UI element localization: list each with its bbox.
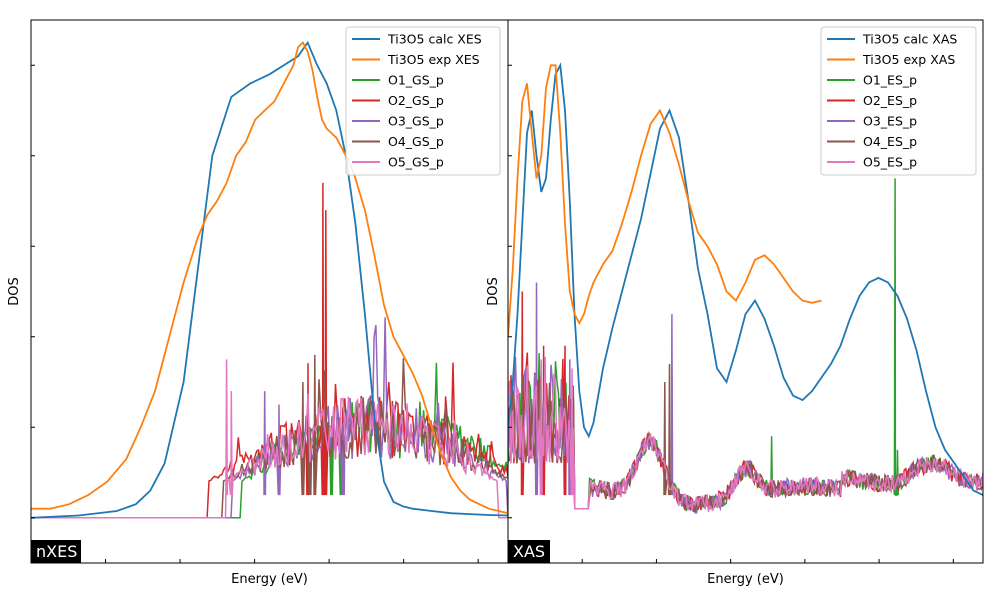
legend-label-xas-0: Ti3O5 calc XAS [862, 32, 957, 47]
series-line-nxes-o5-gs-p [31, 359, 508, 519]
x-axis-label-left: Energy (eV) [231, 572, 308, 587]
panel-tag-left: nXES [36, 542, 77, 561]
series-line-nxes-calc [31, 40, 508, 519]
legend-label-nxes-4: O3_GS_p [388, 114, 444, 129]
legend-label-nxes-2: O1_GS_p [388, 73, 444, 88]
legend-label-nxes-0: Ti3O5 calc XES [387, 32, 482, 47]
legend-label-nxes-5: O4_GS_p [388, 134, 444, 149]
legend-label-nxes-6: O5_GS_p [388, 155, 444, 170]
series-line-nxes-exp [31, 41, 508, 515]
panel-tag-right-bg [508, 540, 550, 563]
panel-tag-right: XAS [513, 542, 545, 561]
legend-box-nxes [345, 26, 501, 176]
legend-label-xas-1: Ti3O5 exp XAS [862, 52, 955, 67]
axes-frame-right [507, 19, 984, 564]
legend-label-xas-3: O2_ES_p [863, 93, 917, 108]
legend-label-xas-2: O1_ES_p [863, 73, 917, 88]
panel-xas: Energy (eV) DOS XAS Ti3O5 calc XASTi3O5 … [486, 19, 984, 587]
y-axis-label-left: DOS [7, 277, 22, 306]
series-line-xas-calc [508, 62, 983, 496]
legend-label-xas-5: O4_ES_p [863, 134, 917, 149]
series-line-xas-o5-es-p [508, 356, 983, 512]
panel-tag-left-bg [31, 540, 81, 563]
legend-label-xas-4: O3_ES_p [863, 114, 917, 129]
y-axis-label-right: DOS [486, 277, 501, 306]
series-line-xas-exp [508, 64, 822, 337]
legend-right: Ti3O5 calc XAS Ti3O5 exp XAS O1_ES_p O2_ES_… [820, 26, 977, 176]
legend-box-xas [820, 26, 977, 176]
legend-left: Ti3O5 calc XES Ti3O5 exp XES O1_GS_p O2_GS_… [345, 26, 501, 176]
x-axis-label-right: Energy (eV) [707, 572, 784, 587]
legend-label-nxes-1: Ti3O5 exp XES [387, 52, 480, 67]
legend-label-xas-6: O5_ES_p [863, 155, 917, 170]
panel-nxes: Energy (eV) DOS nXES Ti3O5 calc XESTi3O5… [7, 19, 509, 587]
legend-label-nxes-3: O2_GS_p [388, 93, 444, 108]
